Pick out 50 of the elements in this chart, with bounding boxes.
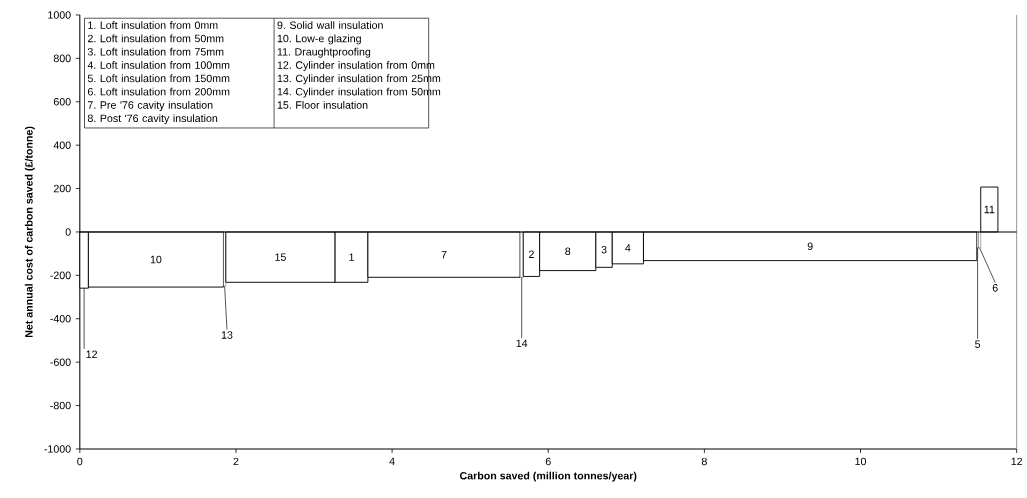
annotation: 9	[807, 242, 813, 251]
x-tick-label: 2	[233, 457, 239, 466]
annotation: 6. Loft insulation from 200mm	[87, 87, 230, 96]
annotation: 1. Loft insulation from 0mm	[88, 21, 218, 30]
annotation: 10. Low-e glazing	[277, 34, 361, 45]
annotation: 14	[516, 339, 528, 348]
y-tick-label: 600	[53, 98, 71, 106]
annotation: 8	[565, 247, 571, 256]
annotation: 3. Loft insulation from 75mm	[87, 47, 224, 56]
annotation: 6	[992, 284, 998, 292]
x-tick-label: 10	[855, 457, 867, 466]
y-tick-label: 400	[53, 141, 71, 149]
annotation: 5. Loft insulation from 150mm	[87, 74, 230, 83]
annotation: 11	[984, 205, 995, 214]
annotation: 1	[349, 253, 354, 261]
annotation: 3	[601, 245, 607, 254]
annotation: 15. Floor insulation	[277, 101, 368, 109]
y-tick-label: 0	[65, 228, 71, 236]
annotation: 7. Pre '76 cavity insulation	[87, 101, 213, 111]
x-tick-label: 6	[545, 457, 551, 466]
y-tick-label: -400	[50, 315, 71, 323]
annotation: 13. Cylinder insulation from 25mm	[277, 74, 441, 85]
annotation: 14. Cylinder insulation from 50mm	[277, 87, 441, 98]
y-tick-label: 1000	[48, 11, 71, 19]
x-tick-label: 4	[389, 457, 395, 466]
annotation: 7	[441, 251, 447, 259]
annotation: 5	[975, 340, 981, 349]
y-tick-label: -200	[50, 271, 71, 280]
annotation: 4	[625, 244, 631, 252]
annotation: 15	[275, 253, 286, 261]
y-tick-label: 800	[53, 54, 71, 63]
annotation: 9. Solid wall insulation	[277, 21, 383, 30]
x-tick-label: 8	[701, 457, 707, 466]
annotation: 2	[529, 250, 534, 258]
annotation: 4. Loft insulation from 100mm	[87, 61, 230, 69]
x-tick-label: 12	[1011, 457, 1023, 466]
y-tick-label: -800	[50, 401, 71, 410]
x-tick-label: 0	[77, 457, 83, 466]
y-tick-label: -600	[50, 358, 71, 366]
annotation: 10	[150, 255, 162, 264]
annotation: 2. Loft insulation from 50mm	[87, 34, 224, 43]
y-tick-label: -1000	[44, 445, 71, 453]
annotation: 8. Post '76 cavity insulation	[87, 114, 218, 125]
y-tick-label: 200	[53, 184, 71, 193]
annotation: 13	[221, 331, 233, 339]
y-axis-title: Net annual cost of carbon saved (£/tonne)	[24, 126, 35, 338]
x-axis-title: Carbon saved (million tonnes/year)	[459, 471, 637, 482]
annotation: 12. Cylinder insulation from 0mm	[277, 61, 435, 72]
annotation: 12	[86, 350, 98, 359]
annotation: 11. Draughtproofing	[277, 47, 371, 58]
